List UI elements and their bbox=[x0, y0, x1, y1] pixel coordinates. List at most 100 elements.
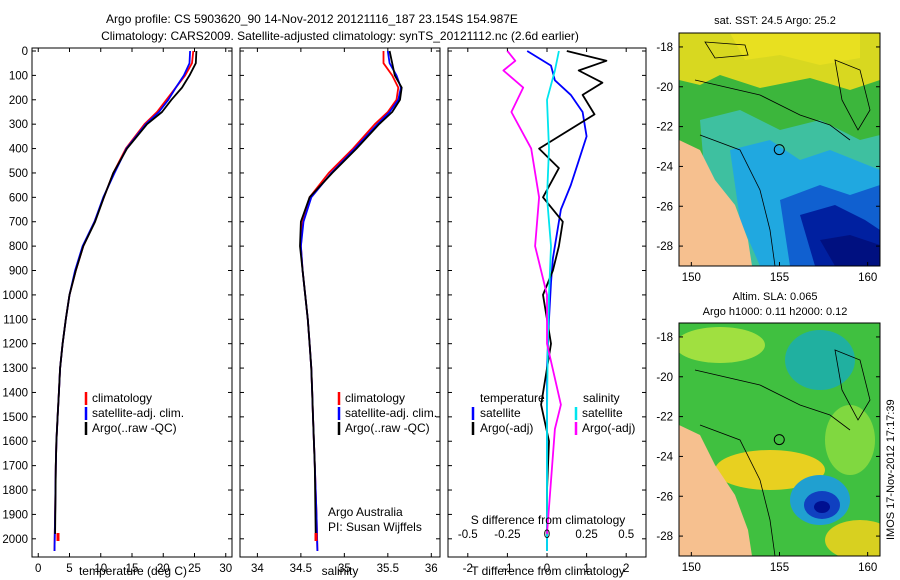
lon-tick-label: 150 bbox=[682, 272, 701, 284]
difference-legend-temperature: temperature satellite Argo(-adj) bbox=[471, 391, 545, 435]
lon-tick-label: 160 bbox=[858, 272, 877, 284]
salinity-tick-label: 35.5 bbox=[377, 563, 399, 575]
legend-heading: salinity bbox=[583, 391, 620, 405]
depth-tick-label: 0 bbox=[22, 46, 28, 58]
series-line-s-argo-adj- bbox=[502, 50, 562, 534]
temperature-tick-label: 20 bbox=[157, 563, 170, 575]
temperature-tick-label: 15 bbox=[126, 563, 139, 575]
annotation-pi: PI: Susan Wijffels bbox=[328, 520, 422, 534]
depth-tick-label: 1100 bbox=[3, 314, 28, 326]
series-line-t-argo-adj- bbox=[538, 50, 608, 534]
credit-text: IMOS 17-Nov-2012 17:17:39 bbox=[885, 399, 897, 540]
salinity-tick-label: 35 bbox=[338, 563, 351, 575]
depth-tick-label: 300 bbox=[9, 119, 28, 131]
difference-t-tick-label: 0 bbox=[544, 563, 550, 575]
series-line-s-satellite bbox=[546, 50, 560, 551]
temperature-tick-label: 10 bbox=[94, 563, 107, 575]
depth-tick-label: 1300 bbox=[2, 363, 28, 375]
difference-s-tick-label: -0.5 bbox=[458, 529, 478, 541]
depth-tick-label: 900 bbox=[9, 266, 28, 278]
depth-tick-label: 500 bbox=[9, 168, 28, 180]
depth-tick-label: 1200 bbox=[2, 339, 28, 351]
lat-tick-label: -22 bbox=[656, 122, 673, 134]
difference-t-tick-label: 2 bbox=[623, 563, 629, 575]
lon-tick-label: 155 bbox=[770, 272, 789, 284]
depth-tick-label: 1400 bbox=[2, 387, 28, 399]
lat-tick-label: -26 bbox=[656, 491, 673, 503]
salinity-tick-label: 34.5 bbox=[290, 563, 312, 575]
lat-tick-label: -20 bbox=[656, 372, 673, 384]
legend-label: satellite-adj. clim. bbox=[92, 406, 184, 420]
salinity-tick-label: 34 bbox=[251, 563, 264, 575]
legend-label: Argo(-adj) bbox=[480, 421, 533, 435]
legend-label: climatology bbox=[92, 391, 152, 405]
salinity-tick-label: 36 bbox=[425, 563, 438, 575]
depth-tick-label: 400 bbox=[9, 144, 28, 156]
difference-s-tick-label: -0.25 bbox=[494, 529, 520, 541]
legend-label: satellite bbox=[480, 406, 521, 420]
depth-tick-label: 1500 bbox=[2, 412, 28, 424]
lat-tick-label: -26 bbox=[656, 201, 673, 213]
lon-tick-label: 155 bbox=[770, 562, 789, 574]
difference-s-tick-label: 0 bbox=[544, 529, 550, 541]
lat-tick-label: -20 bbox=[656, 82, 673, 94]
series-line-satellite-adj-clim- bbox=[299, 50, 402, 552]
lon-tick-label: 160 bbox=[858, 562, 877, 574]
lat-tick-label: -28 bbox=[656, 241, 673, 253]
land-australia bbox=[679, 425, 752, 556]
sst-map-ticks: -18 -20 -22 -24 -26 -28 150 155 160 bbox=[656, 42, 880, 284]
temperature-axes bbox=[31, 47, 233, 558]
temperature-tick-label: 0 bbox=[35, 563, 41, 575]
depth-axis: 0 100 200 300 400 500 600 700 800 900 1000 1100 1200… bbox=[2, 46, 646, 546]
salinity-axes bbox=[239, 47, 441, 558]
sla-map-title: Altim. SLA: 0.065 bbox=[733, 291, 818, 303]
depth-tick-label: 1600 bbox=[2, 436, 28, 448]
lat-tick-label: -18 bbox=[656, 42, 673, 54]
legend-label: climatology bbox=[345, 391, 405, 405]
legend-label: Argo(..raw -QC) bbox=[92, 421, 177, 435]
depth-tick-label: 700 bbox=[9, 217, 28, 229]
legend-label: satellite bbox=[582, 406, 623, 420]
series-line-satellite-adj-clim- bbox=[53, 50, 191, 552]
difference-xlabel: T difference from climatology bbox=[471, 564, 625, 578]
lon-tick-label: 150 bbox=[682, 562, 701, 574]
depth-tick-label: 1800 bbox=[2, 485, 28, 497]
lat-tick-label: -24 bbox=[656, 161, 673, 173]
float-position-marker bbox=[773, 434, 785, 446]
salinity-legend: climatology satellite-adj. clim. Argo(..… bbox=[337, 391, 437, 435]
chart-subtitle: Climatology: CARS2009. Satellite-adjuste… bbox=[101, 29, 579, 43]
depth-tick-label: 1000 bbox=[2, 290, 28, 302]
lat-tick-label: -18 bbox=[656, 332, 673, 344]
sla-map-subtitle: Argo h1000: 0.11 h2000: 0.12 bbox=[703, 306, 848, 318]
difference-s-tick-label: 0.25 bbox=[575, 529, 597, 541]
difference-s-tick-label: 0.5 bbox=[618, 529, 634, 541]
sst-map-title: sat. SST: 24.5 Argo: 25.2 bbox=[714, 15, 836, 27]
difference-top-label: S difference from climatology bbox=[471, 513, 626, 527]
temperature-plot: 0 5 10 15 20 25 30 bbox=[35, 48, 232, 575]
temperature-tick-label: 30 bbox=[219, 563, 232, 575]
temperature-tick-label: 5 bbox=[66, 563, 72, 575]
depth-tick-label: 800 bbox=[9, 241, 28, 253]
depth-tick-label: 100 bbox=[9, 70, 28, 82]
lat-tick-label: -22 bbox=[656, 412, 673, 424]
sla-map-ticks: -18 -20 -22 -24 -26 -28 150 155 160 bbox=[656, 332, 880, 574]
land-australia bbox=[679, 140, 752, 266]
legend-heading: temperature bbox=[480, 391, 545, 405]
difference-legend-salinity: salinity satellite Argo(-adj) bbox=[574, 391, 635, 435]
depth-tick-label: 600 bbox=[9, 192, 28, 204]
depth-tick-label: 1700 bbox=[2, 461, 28, 473]
salinity-plot: 34 34.5 35 35.5 36 bbox=[251, 48, 438, 575]
legend-label: Argo(-adj) bbox=[582, 421, 635, 435]
series-line-argo-raw-qc- bbox=[299, 50, 403, 534]
lat-tick-label: -28 bbox=[656, 531, 673, 543]
depth-tick-label: 200 bbox=[9, 95, 28, 107]
annotation-program: Argo Australia bbox=[328, 505, 403, 519]
legend-label: satellite-adj. clim. bbox=[345, 406, 437, 420]
series-line-t-satellite bbox=[526, 50, 588, 551]
depth-tick-label: 1900 bbox=[2, 509, 28, 521]
temperature-legend: climatology satellite-adj. clim. Argo(..… bbox=[84, 391, 184, 435]
salinity-xlabel: salinity bbox=[322, 564, 359, 578]
difference-t-tick-label: -2 bbox=[463, 563, 473, 575]
temperature-xlabel: temperature (deg C) bbox=[79, 564, 187, 578]
